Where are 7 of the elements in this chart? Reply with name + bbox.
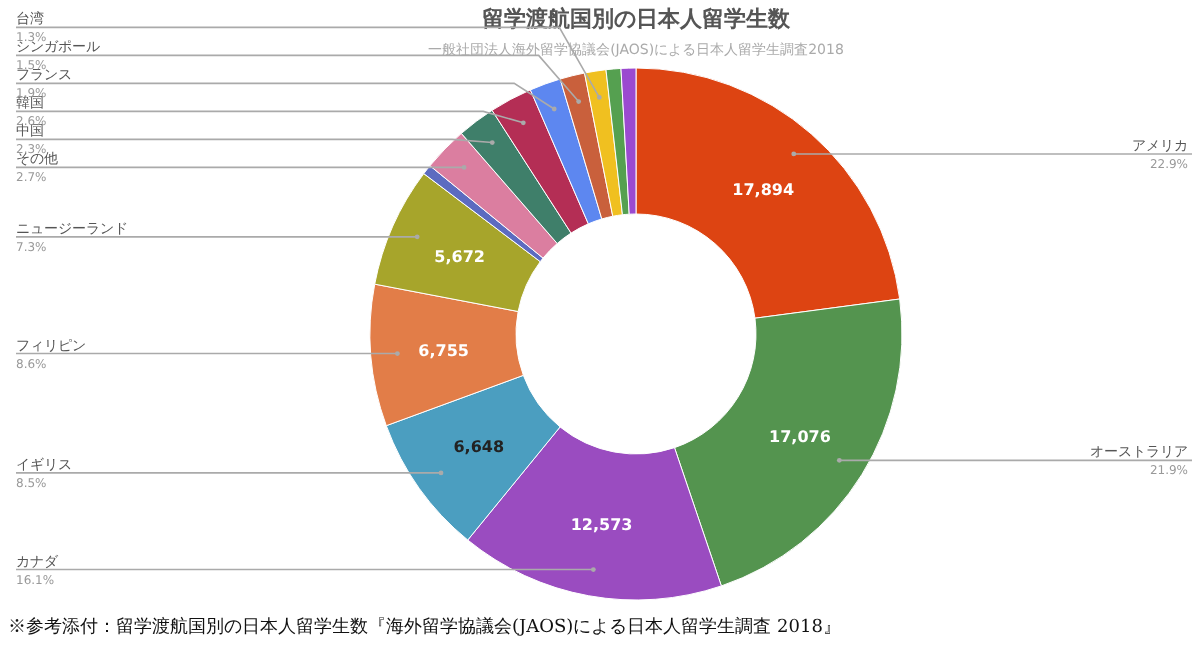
text: 6,755 <box>418 341 469 360</box>
text: 6,648 <box>453 437 505 456</box>
text: 5,672 <box>434 247 485 266</box>
text: 17,894 <box>732 180 795 199</box>
text: 17,076 <box>769 427 831 446</box>
text: ※参考添付：留学渡航国別の日本人留学生数『海外留学協議会(JAOS)による日本人留学生調査 2018』 <box>8 616 841 638</box>
text: 12,573 <box>570 515 633 534</box>
